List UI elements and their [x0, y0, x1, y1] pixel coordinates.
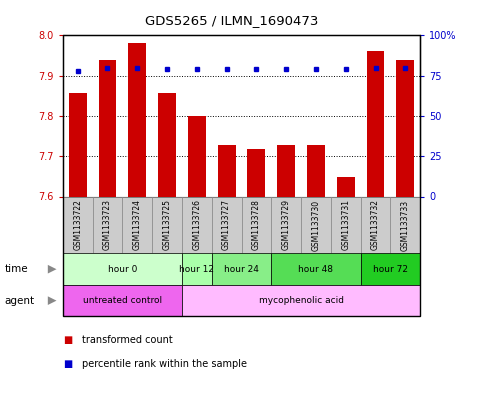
Text: untreated control: untreated control	[83, 296, 162, 305]
Text: GSM1133731: GSM1133731	[341, 200, 350, 250]
Text: GSM1133728: GSM1133728	[252, 200, 261, 250]
Bar	[397, 61, 414, 196]
Text: transformed count: transformed count	[82, 335, 173, 345]
Bar	[188, 116, 206, 196]
Text: GSM1133724: GSM1133724	[133, 200, 142, 250]
Bar	[307, 145, 325, 196]
Text: GSM1133732: GSM1133732	[371, 200, 380, 250]
Bar	[99, 59, 116, 196]
Text: hour 48: hour 48	[298, 265, 333, 274]
Text: GSM1133722: GSM1133722	[73, 200, 82, 250]
Text: percentile rank within the sample: percentile rank within the sample	[82, 358, 247, 369]
Text: hour 0: hour 0	[108, 265, 137, 274]
Text: ■: ■	[63, 358, 72, 369]
Text: GSM1133725: GSM1133725	[163, 200, 171, 250]
Bar	[69, 93, 86, 196]
Text: GSM1133733: GSM1133733	[401, 199, 410, 251]
Text: hour 72: hour 72	[373, 265, 408, 274]
Text: GSM1133726: GSM1133726	[192, 200, 201, 250]
Text: GSM1133723: GSM1133723	[103, 200, 112, 250]
Text: GDS5265 / ILMN_1690473: GDS5265 / ILMN_1690473	[145, 14, 318, 27]
Text: hour 24: hour 24	[224, 265, 259, 274]
Bar	[367, 51, 384, 196]
Text: GSM1133729: GSM1133729	[282, 200, 291, 250]
Bar	[277, 145, 295, 196]
Bar	[247, 149, 265, 196]
Text: GSM1133727: GSM1133727	[222, 200, 231, 250]
Text: time: time	[5, 264, 28, 274]
Bar	[158, 93, 176, 196]
Text: GSM1133730: GSM1133730	[312, 199, 320, 251]
Bar	[337, 177, 355, 196]
Text: hour 12: hour 12	[179, 265, 214, 274]
Text: mycophenolic acid: mycophenolic acid	[258, 296, 343, 305]
Bar	[128, 43, 146, 196]
Text: ■: ■	[63, 335, 72, 345]
Bar	[218, 145, 236, 196]
Text: agent: agent	[5, 296, 35, 306]
